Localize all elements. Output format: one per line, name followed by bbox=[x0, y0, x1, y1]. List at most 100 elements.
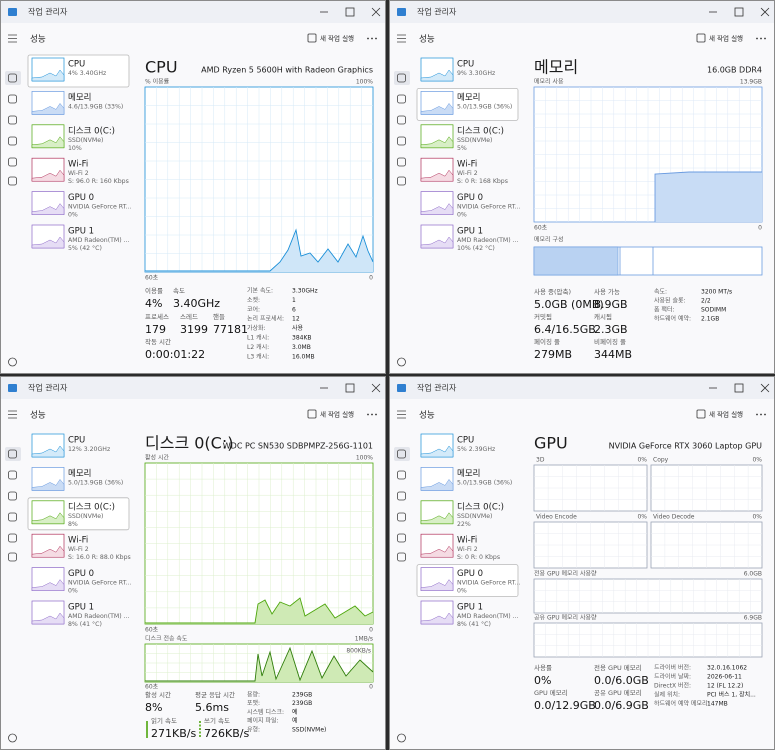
maximize-button[interactable] bbox=[345, 383, 355, 393]
item-name[interactable]: GPU 1 bbox=[68, 227, 94, 237]
item-name[interactable]: CPU bbox=[68, 60, 85, 70]
close-button[interactable] bbox=[371, 7, 381, 17]
more-dot[interactable] bbox=[756, 413, 758, 416]
settings-icon[interactable] bbox=[8, 357, 17, 367]
nav-icon[interactable] bbox=[397, 552, 406, 562]
nav-icon[interactable] bbox=[8, 73, 17, 83]
item-name[interactable]: 메모리 bbox=[457, 93, 480, 103]
close-button[interactable] bbox=[760, 383, 770, 393]
menu-button[interactable] bbox=[8, 410, 17, 419]
menu-button[interactable] bbox=[397, 410, 406, 419]
item-name[interactable]: 디스크 0(C:) bbox=[457, 502, 504, 512]
settings-icon[interactable] bbox=[8, 733, 17, 743]
nav-icon[interactable] bbox=[397, 157, 406, 167]
more-dot[interactable] bbox=[756, 37, 758, 40]
item-name[interactable]: GPU 1 bbox=[457, 227, 483, 237]
nav-icon[interactable] bbox=[397, 73, 406, 83]
maximize-button[interactable] bbox=[734, 7, 744, 17]
run-task-icon[interactable] bbox=[696, 409, 706, 419]
more-dot[interactable] bbox=[760, 413, 762, 416]
nav-icon[interactable] bbox=[8, 449, 17, 459]
item-name[interactable]: Wi-Fi bbox=[457, 536, 477, 546]
run-new-task[interactable]: 새 작업 실행 bbox=[709, 410, 743, 419]
nav-icon[interactable] bbox=[8, 512, 17, 522]
item-name[interactable]: 디스크 0(C:) bbox=[457, 126, 504, 136]
nav-icon[interactable] bbox=[8, 136, 17, 146]
more-dot[interactable] bbox=[375, 413, 377, 416]
nav-icon[interactable] bbox=[8, 552, 17, 562]
run-new-task[interactable]: 새 작업 실행 bbox=[709, 34, 743, 43]
detail-label: 속도: bbox=[654, 288, 667, 296]
item-name[interactable]: CPU bbox=[457, 436, 474, 446]
item-name[interactable]: GPU 1 bbox=[68, 603, 94, 613]
nav-icon[interactable] bbox=[397, 512, 406, 522]
nav-icon[interactable] bbox=[8, 176, 17, 186]
nav-icon[interactable] bbox=[8, 533, 17, 543]
item-name[interactable]: Wi-Fi bbox=[68, 160, 88, 170]
item-name[interactable]: GPU 0 bbox=[68, 569, 94, 579]
more-dot[interactable] bbox=[760, 37, 762, 40]
nav-icon[interactable] bbox=[397, 533, 406, 543]
close-button[interactable] bbox=[760, 7, 770, 17]
run-task-icon[interactable] bbox=[307, 33, 317, 43]
item-name[interactable]: GPU 0 bbox=[457, 193, 483, 203]
nav-icon[interactable] bbox=[397, 470, 406, 480]
nav-icon[interactable] bbox=[397, 491, 406, 501]
stat-label: 공유 GPU 메모리 bbox=[594, 688, 642, 697]
nav-icon[interactable] bbox=[397, 176, 406, 186]
settings-icon[interactable] bbox=[397, 357, 406, 367]
more-dot[interactable] bbox=[367, 37, 369, 40]
detail-value: PCI 버스 1, 장치... bbox=[707, 691, 756, 699]
item-name[interactable]: GPU 0 bbox=[68, 193, 94, 203]
nav-selected[interactable] bbox=[5, 447, 21, 461]
nav-icon[interactable] bbox=[8, 491, 17, 501]
run-task-icon[interactable] bbox=[696, 33, 706, 43]
nav-selected[interactable] bbox=[394, 447, 410, 461]
run-new-task[interactable]: 새 작업 실행 bbox=[320, 410, 354, 419]
maximize-button[interactable] bbox=[345, 7, 355, 17]
item-detail: NVIDIA GeForce RT... bbox=[68, 204, 132, 211]
more-dot[interactable] bbox=[367, 413, 369, 416]
item-name[interactable]: 디스크 0(C:) bbox=[68, 502, 115, 512]
detail-label: 가상화: bbox=[247, 324, 266, 332]
item-name[interactable]: CPU bbox=[457, 60, 474, 70]
nav-icon[interactable] bbox=[397, 136, 406, 146]
item-name[interactable]: 메모리 bbox=[68, 469, 91, 479]
item-name[interactable]: 디스크 0(C:) bbox=[68, 126, 115, 136]
run-task-icon[interactable] bbox=[307, 409, 317, 419]
item-name[interactable]: 메모리 bbox=[457, 469, 480, 479]
run-new-task[interactable]: 새 작업 실행 bbox=[320, 34, 354, 43]
menu-button[interactable] bbox=[397, 34, 406, 43]
nav-icon[interactable] bbox=[8, 115, 17, 125]
more-dot[interactable] bbox=[764, 413, 766, 416]
nav-selected[interactable] bbox=[394, 71, 410, 85]
item-detail: 5.0/13.9GB (36%) bbox=[457, 103, 512, 110]
graph-label: 0 bbox=[369, 684, 373, 691]
nav-icon[interactable] bbox=[397, 449, 406, 459]
nav-selected[interactable] bbox=[5, 71, 21, 85]
nav-icon[interactable] bbox=[8, 157, 17, 167]
detail-value: 6 bbox=[292, 306, 296, 313]
thumbnail-graph bbox=[31, 236, 65, 249]
nav-icon[interactable] bbox=[8, 94, 17, 104]
item-name[interactable]: GPU 0 bbox=[457, 569, 483, 579]
maximize-button[interactable] bbox=[734, 383, 744, 393]
item-name[interactable]: Wi-Fi bbox=[68, 536, 88, 546]
more-dot[interactable] bbox=[371, 413, 373, 416]
more-dot[interactable] bbox=[375, 37, 377, 40]
item-name[interactable]: CPU bbox=[68, 436, 85, 446]
nav-icon[interactable] bbox=[397, 115, 406, 125]
menu-button[interactable] bbox=[8, 34, 17, 43]
close-button[interactable] bbox=[371, 383, 381, 393]
more-dot[interactable] bbox=[764, 37, 766, 40]
item-name[interactable]: GPU 1 bbox=[457, 603, 483, 613]
nav-icon[interactable] bbox=[8, 470, 17, 480]
settings-icon[interactable] bbox=[397, 733, 406, 743]
graph-label: 60초 bbox=[534, 225, 548, 232]
item-detail: 9% 3.30GHz bbox=[457, 70, 495, 77]
item-name[interactable]: 메모리 bbox=[68, 93, 91, 103]
graph-label: 0 bbox=[369, 627, 373, 634]
item-name[interactable]: Wi-Fi bbox=[457, 160, 477, 170]
more-dot[interactable] bbox=[371, 37, 373, 40]
nav-icon[interactable] bbox=[397, 94, 406, 104]
